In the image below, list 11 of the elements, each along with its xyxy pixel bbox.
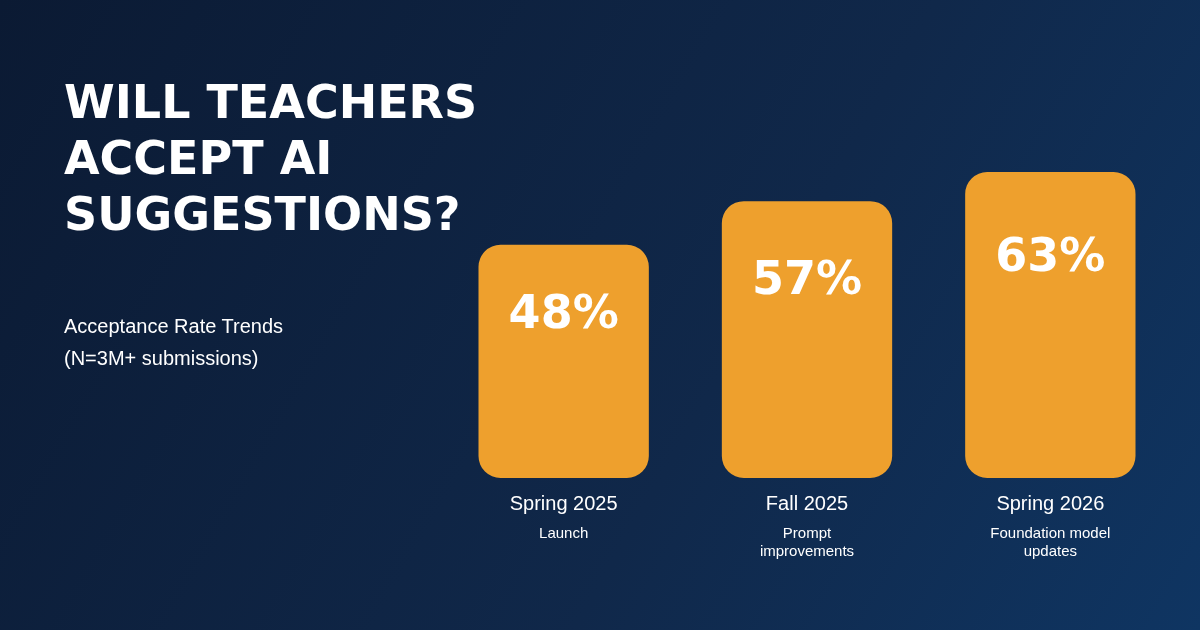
text: Launch: [539, 523, 589, 541]
x-tick-label: Spring 2025: [509, 491, 618, 514]
data-label: 57%: [751, 251, 863, 305]
x-tick-label: Fall 2025: [765, 491, 849, 514]
text: Prompt improvements: [759, 523, 855, 559]
chart-title: WILL TEACHERS ACCEPT AI SUGGESTIONS?: [64, 74, 479, 242]
text: Acceptance Rate Trends (N=3M+ submissions): [64, 314, 284, 371]
data-label: 63%: [995, 228, 1106, 283]
text: Foundation model updates: [990, 523, 1111, 559]
data-label: 48%: [508, 285, 619, 340]
x-tick-label: Spring 2026: [996, 491, 1105, 514]
